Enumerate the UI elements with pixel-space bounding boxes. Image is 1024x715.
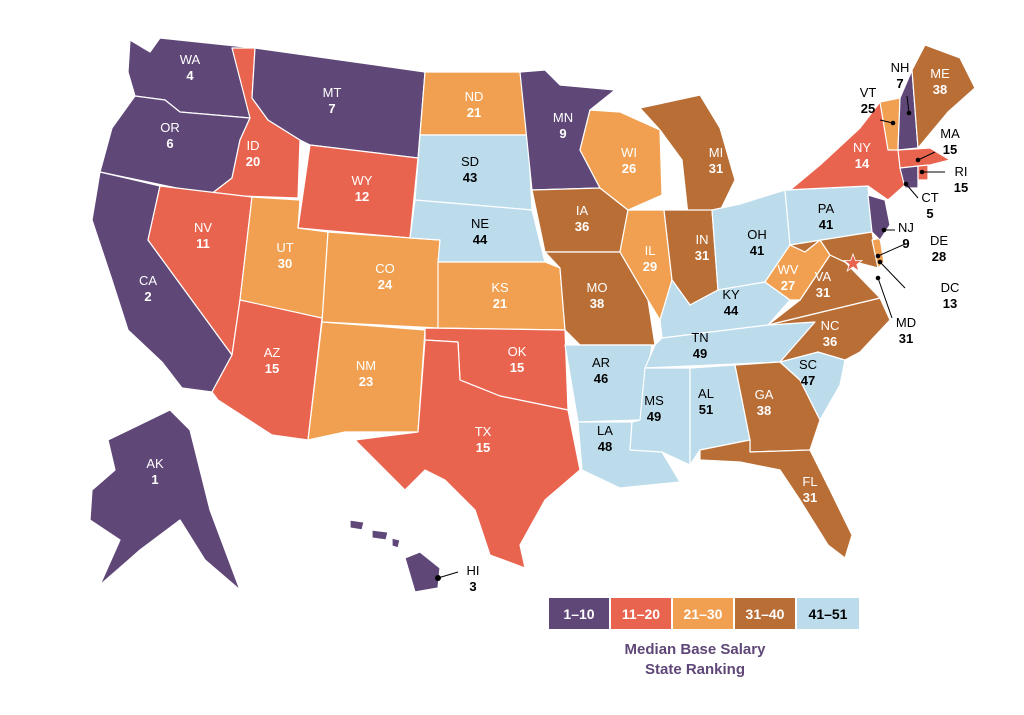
label-FL: FL 31	[802, 474, 817, 505]
label-DE: DE 28	[930, 233, 948, 264]
legend-bin-4: 31–40	[735, 598, 797, 629]
legend-bin-5: 41–51	[797, 598, 859, 629]
state-MA	[897, 147, 951, 169]
caption-line-2: State Ranking	[644, 661, 746, 678]
dc-star-icon	[842, 252, 864, 272]
legend-bin-2: 11–20	[611, 598, 673, 629]
label-TN: TN 49	[691, 330, 708, 361]
label-MS: MS 49	[644, 393, 664, 424]
label-NH: NH 7	[891, 60, 910, 91]
label-VA: VA 31	[815, 269, 832, 300]
legend: 1–10 11–20 21–30 31–40 41–51	[548, 597, 860, 630]
label-ND: ND 21	[465, 89, 484, 120]
label-NC: NC 36	[821, 318, 840, 349]
label-NJ: NJ 9	[898, 220, 914, 251]
label-NE: NE 44	[471, 216, 489, 247]
label-GA: GA 38	[755, 387, 774, 418]
label-OK: OK 15	[508, 344, 527, 375]
leader-lines	[437, 95, 945, 579]
state-NC	[767, 297, 891, 363]
state-TX	[354, 339, 581, 569]
label-AK: AK 1	[146, 456, 164, 487]
label-AR: AR 46	[592, 355, 610, 386]
label-ME: ME 38	[930, 66, 950, 97]
label-MD: MD 31	[896, 315, 916, 346]
label-WI: WI 26	[621, 145, 637, 176]
state-NM	[307, 321, 426, 441]
label-MI: MI 31	[709, 145, 723, 176]
state-WI	[579, 109, 663, 211]
label-DC: DC 13	[941, 280, 960, 311]
label-MN: MN 9	[553, 110, 573, 141]
label-AL: AL 51	[698, 386, 714, 417]
state-labels: WA 4 OR 6 CA 2 ID 20 NV 11 MT 7 WY 12 UT 30 AZ 15…	[139, 52, 968, 594]
label-UT: UT 30	[276, 240, 293, 271]
label-WV: WV 27	[778, 262, 799, 293]
caption-line-1: Median Base Salary	[624, 641, 766, 658]
label-IN: IN 31	[695, 232, 709, 263]
label-CA: CA 2	[139, 273, 157, 304]
label-MO: MO 38	[587, 280, 608, 311]
label-LA: LA 48	[597, 423, 613, 454]
label-PA: PA 41	[818, 201, 835, 232]
label-KY: KY 44	[722, 287, 740, 318]
state-ME	[911, 44, 976, 149]
state-HI-islands	[349, 519, 401, 549]
label-NM: NM 23	[356, 358, 376, 389]
legend-bin-3: 21–30	[673, 598, 735, 629]
state-FL	[699, 439, 853, 559]
label-RI: RI 15	[954, 164, 968, 195]
label-NY: NY 14	[853, 140, 871, 171]
state-HI	[404, 551, 441, 593]
label-MA: MA 15	[940, 126, 960, 157]
label-NV: NV 11	[194, 220, 212, 251]
label-IA: IA 36	[575, 203, 589, 234]
legend-bin-1: 1–10	[549, 598, 611, 629]
label-CO: CO 24	[375, 261, 395, 292]
label-HI: HI 3	[467, 563, 480, 594]
label-CT: CT 5	[921, 190, 938, 221]
label-MT: MT 7	[323, 85, 342, 116]
label-AZ: AZ 15	[264, 345, 281, 376]
label-WA: WA 4	[180, 52, 201, 83]
label-SC: SC 47	[799, 357, 817, 388]
label-TX: TX 15	[475, 424, 492, 455]
label-KS: KS 21	[491, 280, 509, 311]
label-ID: ID 20	[246, 138, 260, 169]
label-OH: OH 41	[747, 227, 767, 258]
label-VT: VT 25	[860, 85, 877, 116]
leader-dots	[435, 110, 925, 581]
label-IL: IL 29	[643, 243, 657, 274]
map-caption: Median Base Salary State Ranking	[565, 640, 825, 680]
label-WY: WY 12	[352, 173, 373, 204]
label-OR: OR 6	[160, 120, 180, 151]
label-SD: SD 43	[461, 154, 479, 185]
state-AK	[89, 409, 241, 591]
